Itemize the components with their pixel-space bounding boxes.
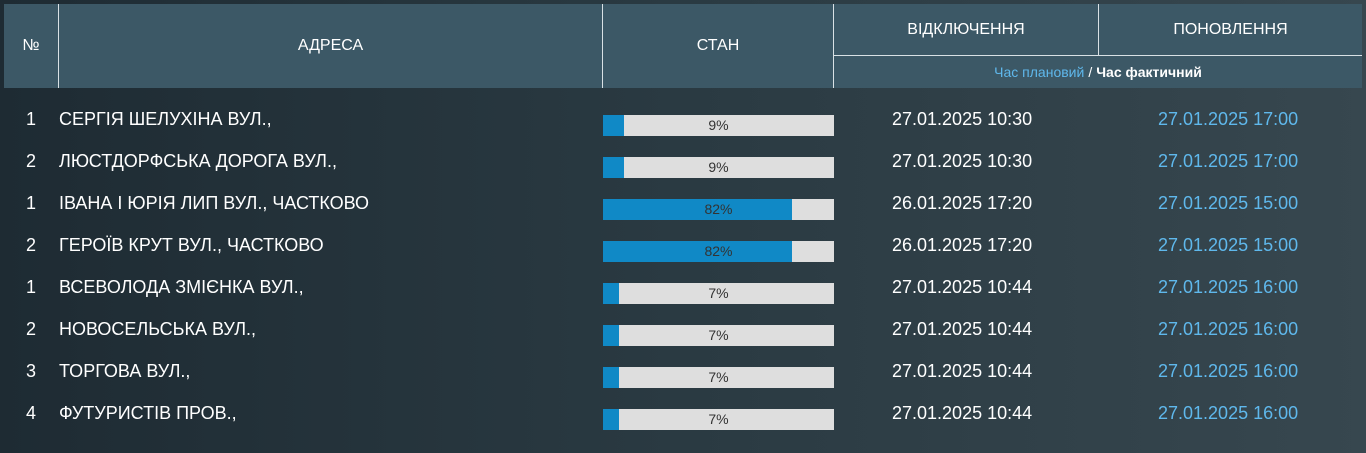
row-address: ТОРГОВА ВУЛ., (59, 361, 191, 381)
table-row: 1 СЕРГІЯ ШЕЛУХІНА ВУЛ., 9% 27.01.2025 10:30… (0, 97, 1366, 139)
progress-bar: 82% (603, 199, 834, 220)
progress-bar-fill (603, 199, 793, 220)
progress-label: 82% (704, 201, 733, 217)
row-update-time: 27.01.2025 16:00 (1158, 319, 1299, 339)
progress-bar: 7% (603, 367, 834, 388)
row-number: 2 (26, 319, 37, 339)
row-number: 1 (26, 109, 37, 129)
row-address: ЛЮСТДОРФСЬКА ДОРОГА ВУЛ., (59, 151, 337, 171)
row-outage-time: 27.01.2025 10:30 (892, 151, 1033, 171)
row-outage-time: 27.01.2025 10:44 (892, 277, 1033, 297)
progress-bar: 7% (603, 325, 834, 346)
progress-bar-fill (603, 409, 620, 430)
progress-label: 9% (708, 159, 729, 175)
row-address: ВСЕВОЛОДА ЗМІЄНКА ВУЛ., (59, 277, 304, 297)
progress-label: 7% (708, 285, 729, 301)
progress-bar-fill (603, 241, 793, 262)
progress-label: 7% (708, 327, 729, 343)
row-update-time: 27.01.2025 15:00 (1158, 235, 1299, 255)
row-outage-time: 26.01.2025 17:20 (892, 193, 1033, 213)
progress-bar: 7% (603, 283, 834, 304)
actual-time-label: Час фактичний (1096, 64, 1202, 80)
progress-bar: 82% (603, 241, 834, 262)
table-row: 1 ВСЕВОЛОДА ЗМІЄНКА ВУЛ., 7% 27.01.2025 10:… (0, 265, 1366, 307)
row-address: ІВАНА І ЮРІЯ ЛИП ВУЛ., ЧАСТКОВО (59, 193, 370, 213)
progress-label: 82% (704, 243, 733, 259)
row-address: ФУТУРИСТІВ ПРОВ., (59, 403, 237, 423)
progress-label: 7% (708, 411, 729, 427)
header-num: № (4, 4, 59, 88)
row-update-time: 27.01.2025 15:00 (1158, 193, 1299, 213)
planned-time-label: Час плановий (994, 64, 1085, 80)
row-number: 3 (26, 361, 37, 381)
table-header: № АДРЕСА СТАН ВІДКЛЮЧЕННЯ ПОНОВЛЕННЯ Час… (4, 4, 1362, 88)
progress-bar-fill (603, 115, 624, 136)
row-outage-time: 27.01.2025 10:44 (892, 403, 1033, 423)
legend-separator: / (1088, 64, 1093, 80)
row-address: СЕРГІЯ ШЕЛУХІНА ВУЛ., (59, 109, 272, 129)
row-update-time: 27.01.2025 16:00 (1158, 403, 1299, 423)
row-number: 2 (26, 151, 37, 171)
row-update-time: 27.01.2025 17:00 (1158, 109, 1299, 129)
row-outage-time: 27.01.2025 10:44 (892, 319, 1033, 339)
progress-bar-fill (603, 157, 624, 178)
header-address: АДРЕСА (59, 4, 603, 88)
progress-bar-fill (603, 283, 620, 304)
header-outage: ВІДКЛЮЧЕННЯ (834, 4, 1099, 56)
row-outage-time: 27.01.2025 10:30 (892, 109, 1033, 129)
table-body: 1 СЕРГІЯ ШЕЛУХІНА ВУЛ., 9% 27.01.2025 10:30… (0, 97, 1366, 433)
progress-bar: 9% (603, 115, 834, 136)
progress-label: 9% (708, 117, 729, 133)
header-update: ПОНОВЛЕННЯ (1099, 4, 1362, 56)
table-row: 2 ГЕРОЇВ КРУТ ВУЛ., ЧАСТКОВО 82% 26.01.2025… (0, 223, 1366, 265)
row-number: 1 (26, 193, 37, 213)
row-update-time: 27.01.2025 17:00 (1158, 151, 1299, 171)
row-address: ГЕРОЇВ КРУТ ВУЛ., ЧАСТКОВО (59, 235, 324, 255)
header-time-legend: Час плановий / Час фактичний (834, 56, 1362, 88)
progress-bar-fill (603, 367, 620, 388)
row-number: 4 (26, 403, 37, 423)
progress-bar: 9% (603, 157, 834, 178)
table-row: 2 ЛЮСТДОРФСЬКА ДОРОГА ВУЛ., 9% 27.01.2025 1… (0, 139, 1366, 181)
row-number: 1 (26, 277, 37, 297)
table-row: 1 ІВАНА І ЮРІЯ ЛИП ВУЛ., ЧАСТКОВО 82% 26.01… (0, 181, 1366, 223)
row-outage-time: 26.01.2025 17:20 (892, 235, 1033, 255)
progress-label: 7% (708, 369, 729, 385)
table-row: 2 НОВОСЕЛЬСЬКА ВУЛ., 7% 27.01.2025 10:44 27.… (0, 307, 1366, 349)
table-row: 3 ТОРГОВА ВУЛ., 7% 27.01.2025 10:44 27.01.20… (0, 349, 1366, 391)
progress-bar: 7% (603, 409, 834, 430)
row-update-time: 27.01.2025 16:00 (1158, 361, 1299, 381)
table-row: 4 ФУТУРИСТІВ ПРОВ., 7% 27.01.2025 10:44 27.0… (0, 391, 1366, 433)
row-address: НОВОСЕЛЬСЬКА ВУЛ., (59, 319, 257, 339)
progress-bar-fill (603, 325, 620, 346)
row-number: 2 (26, 235, 37, 255)
row-outage-time: 27.01.2025 10:44 (892, 361, 1033, 381)
row-update-time: 27.01.2025 16:00 (1158, 277, 1299, 297)
header-state: СТАН (603, 4, 834, 88)
